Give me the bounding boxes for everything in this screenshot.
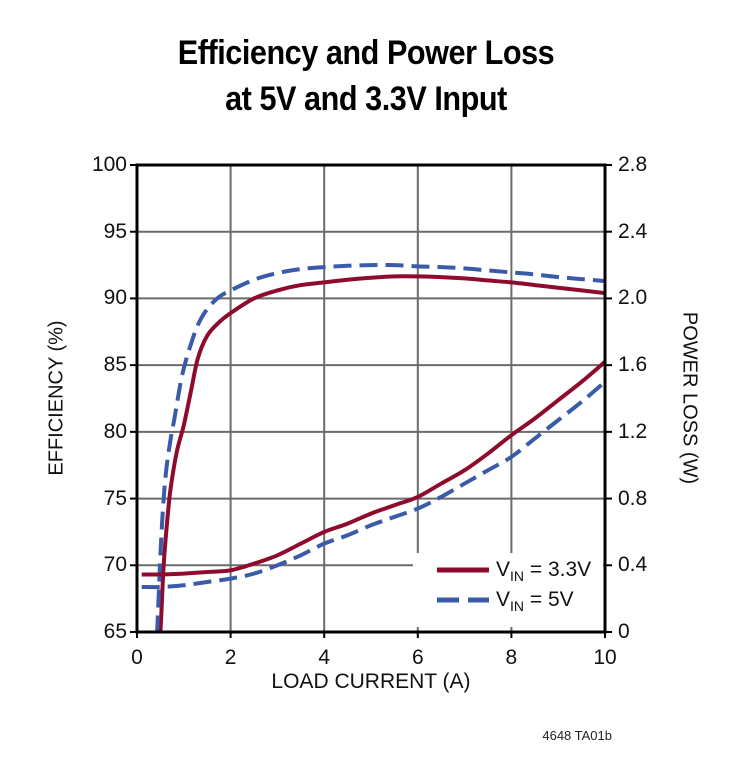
axes	[130, 163, 612, 638]
curve-power-loss-vin-3-3v	[141, 360, 605, 577]
legend-label-vin-5v: VIN = 5V	[496, 588, 574, 615]
y-tick-right-2.0: 2.0	[618, 286, 648, 310]
curve-power-loss-vin-5v	[141, 380, 605, 590]
y-tick-left-95: 95	[103, 219, 127, 243]
x-tick-10: 10	[593, 646, 617, 669]
y-tick-right-1.6: 1.6	[618, 353, 648, 377]
y-tick-right-0.4: 0.4	[618, 553, 648, 577]
chart-title: Efficiency and Power Loss at 5V and 3.3V…	[37, 30, 696, 122]
chart-title-line1: Efficiency and Power Loss	[177, 34, 555, 72]
y-tick-left-80: 80	[103, 419, 127, 443]
curve-efficiency-vin-3-3v	[158, 274, 605, 632]
legend-label-vin-3.3v: VIN = 3.3V	[496, 558, 592, 585]
x-tick-0: 0	[131, 646, 143, 669]
footer-note: 4648 TA01b	[542, 728, 612, 743]
y-tick-right-2.4: 2.4	[618, 219, 648, 243]
y-tick-right-1.2: 1.2	[618, 419, 648, 443]
legend	[413, 553, 603, 627]
x-axis-label: LOAD CURRENT (A)	[271, 670, 471, 693]
x-tick-4: 4	[318, 646, 331, 669]
x-tick-8: 8	[505, 646, 518, 669]
curve-efficiency-vin-5v	[155, 262, 605, 632]
y-tick-left-90: 90	[103, 286, 127, 310]
x-tick-2: 2	[224, 646, 237, 669]
y-tick-left-100: 100	[91, 153, 127, 176]
y-tick-right-0.8: 0.8	[618, 486, 648, 510]
chart-title-line2: at 5V and 3.3V Input	[225, 80, 507, 118]
y-tick-left-70: 70	[103, 553, 127, 577]
y-tick-left-75: 75	[103, 486, 127, 510]
y-tick-right-0: 0	[618, 620, 630, 643]
y-tick-left-65: 65	[103, 620, 127, 643]
y-tick-right-2.8: 2.8	[618, 153, 648, 176]
y-tick-left-85: 85	[103, 353, 127, 377]
x-tick-6: 6	[411, 646, 424, 669]
series-curves	[141, 262, 605, 632]
